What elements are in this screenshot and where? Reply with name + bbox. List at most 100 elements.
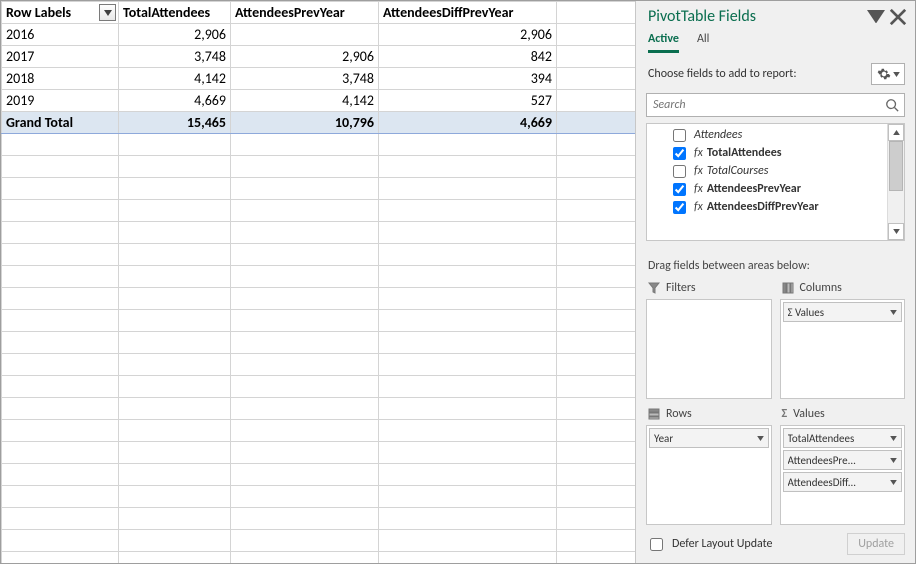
empty-cell[interactable] (557, 112, 636, 134)
cell[interactable]: 842 (379, 46, 557, 68)
field-label: Attendees (694, 128, 742, 142)
cell[interactable]: 4,142 (231, 90, 379, 112)
search-icon-wrap[interactable] (880, 98, 904, 112)
rows-title: Rows (646, 407, 772, 425)
fx-icon: fx (694, 200, 703, 214)
cell[interactable]: 4,669 (119, 90, 231, 112)
search-box[interactable] (646, 93, 905, 117)
choose-fields-row: Choose fields to add to report: (636, 53, 915, 91)
sigma-icon: Σ (782, 407, 788, 421)
rows-dropzone[interactable]: Year (646, 425, 772, 525)
filter-icon (648, 282, 660, 294)
values-pill-totalattendees[interactable]: TotalAttendees (783, 428, 903, 448)
columns-title: Columns (780, 281, 906, 299)
header-text: Row Labels (6, 4, 71, 21)
close-icon (889, 8, 907, 26)
scroll-track[interactable] (888, 141, 904, 223)
columns-pill-values[interactable]: Σ Values (783, 302, 903, 322)
table-row: 2016 2,906 2,906 (2, 24, 636, 46)
field-checkbox[interactable] (673, 201, 686, 214)
drop-areas: Filters Columns Σ Values (636, 281, 915, 525)
values-dropzone[interactable]: TotalAttendees AttendeesPre... Attendees… (780, 425, 906, 525)
filters-dropzone[interactable] (646, 299, 772, 399)
row-label[interactable]: 2017 (2, 46, 119, 68)
row-labels-dropdown[interactable] (99, 4, 116, 21)
defer-layout-checkbox[interactable]: Defer Layout Update (646, 535, 841, 554)
scroll-up-button[interactable] (888, 124, 904, 141)
search-icon (885, 98, 899, 112)
table-row: 2019 4,669 4,142 527 (2, 90, 636, 112)
field-list-container: Attendees fx TotalAttendees fx TotalCour… (646, 123, 905, 241)
columns-icon (782, 282, 794, 294)
search-wrap (636, 91, 915, 123)
scroll-thumb[interactable] (889, 141, 903, 191)
choose-fields-label: Choose fields to add to report: (648, 67, 871, 81)
cell[interactable]: 3,748 (119, 46, 231, 68)
table-row: 2017 3,748 2,906 842 (2, 46, 636, 68)
tab-all[interactable]: All (697, 32, 709, 53)
cell[interactable] (231, 24, 379, 46)
pill-label: Year (654, 432, 753, 445)
field-checkbox[interactable] (673, 183, 686, 196)
rows-label: Rows (666, 407, 692, 421)
empty-cell[interactable] (557, 46, 636, 68)
values-pill-attendeesdiff[interactable]: AttendeesDiff... (783, 472, 903, 492)
pane-tabs: Active All (636, 28, 915, 53)
cell[interactable]: 2,906 (119, 24, 231, 46)
search-input[interactable] (647, 98, 880, 112)
rows-pill-year[interactable]: Year (649, 428, 769, 448)
empty-cell[interactable] (557, 68, 636, 90)
chevron-down-icon (893, 229, 900, 234)
cell[interactable]: 2,906 (231, 46, 379, 68)
grand-total-cell[interactable]: 15,465 (119, 112, 231, 134)
cell[interactable]: 527 (379, 90, 557, 112)
field-item-attendeesdiffprevyear[interactable]: fx AttendeesDiffPrevYear (647, 198, 887, 216)
field-checkbox[interactable] (673, 129, 686, 142)
row-label[interactable]: 2019 (2, 90, 119, 112)
pivot-table: Row Labels TotalAttendees AttendeesPrevY… (1, 1, 635, 563)
cell[interactable]: 3,748 (231, 68, 379, 90)
chevron-up-icon (893, 130, 900, 135)
columns-area: Columns Σ Values (780, 281, 906, 399)
header-attendees-diff-prev-year: AttendeesDiffPrevYear (379, 2, 557, 24)
row-label[interactable]: 2018 (2, 68, 119, 90)
grand-total-cell[interactable]: 4,669 (379, 112, 557, 134)
columns-dropzone[interactable]: Σ Values (780, 299, 906, 399)
field-item-attendeesprevyear[interactable]: fx AttendeesPrevYear (647, 180, 887, 198)
empty-cell[interactable] (557, 2, 636, 24)
chevron-down-icon (890, 458, 897, 463)
pane-options-button[interactable] (867, 8, 885, 26)
field-list-scrollbar[interactable] (887, 124, 904, 240)
cell[interactable]: 394 (379, 68, 557, 90)
scroll-down-button[interactable] (888, 223, 904, 240)
values-title: Σ Values (780, 407, 906, 425)
field-checkbox[interactable] (673, 147, 686, 160)
field-checkbox[interactable] (673, 165, 686, 178)
pill-label: AttendeesPre... (788, 454, 887, 467)
table-row: 2018 4,142 3,748 394 (2, 68, 636, 90)
grand-total-cell[interactable]: 10,796 (231, 112, 379, 134)
update-button[interactable]: Update (847, 533, 905, 555)
pill-label: Σ Values (788, 306, 887, 319)
tab-active[interactable]: Active (648, 32, 679, 53)
field-item-totalcourses[interactable]: fx TotalCourses (647, 162, 887, 180)
grand-total-label[interactable]: Grand Total (2, 112, 119, 134)
field-item-attendees[interactable]: Attendees (647, 126, 887, 144)
field-item-totalattendees[interactable]: fx TotalAttendees (647, 144, 887, 162)
chevron-down-icon (890, 310, 897, 315)
grand-total-row: Grand Total 15,465 10,796 4,669 (2, 112, 636, 134)
field-label: AttendeesPrevYear (707, 182, 801, 196)
cell[interactable]: 4,142 (119, 68, 231, 90)
defer-checkbox-input[interactable] (650, 538, 663, 551)
empty-cell[interactable] (557, 90, 636, 112)
values-pill-attendeesprev[interactable]: AttendeesPre... (783, 450, 903, 470)
row-label[interactable]: 2016 (2, 24, 119, 46)
filters-label: Filters (666, 281, 696, 295)
cell[interactable]: 2,906 (379, 24, 557, 46)
rows-area: Rows Year (646, 407, 772, 525)
tools-button[interactable] (871, 63, 905, 85)
empty-cell[interactable] (557, 24, 636, 46)
pane-title: PivotTable Fields (648, 7, 863, 26)
pane-close-button[interactable] (889, 8, 907, 26)
header-attendees-prev-year: AttendeesPrevYear (231, 2, 379, 24)
